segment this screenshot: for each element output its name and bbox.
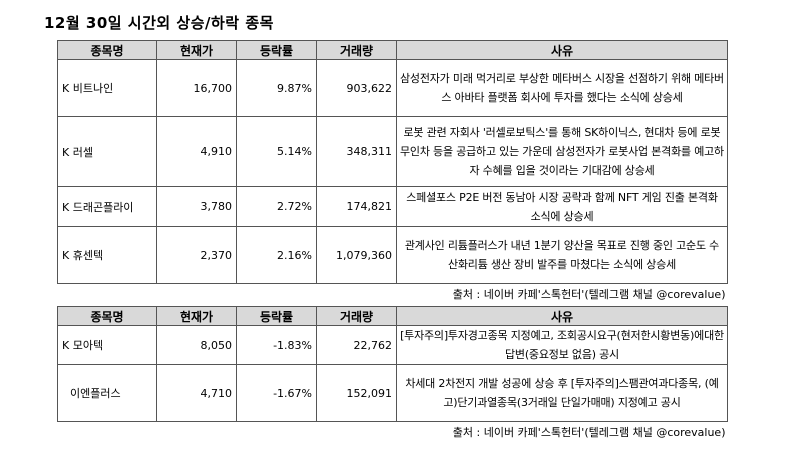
stock-reason: 삼성전자가 미래 먹거리로 부상한 메타버스 시장을 선점하기 위해 메타버스 … bbox=[396, 59, 728, 117]
stock-name: K 모아텍 bbox=[57, 325, 157, 365]
stock-reason: [투자주의]투자경고종목 지정예고, 조회공시요구(현저한시황변동)에대한답변(… bbox=[396, 325, 728, 365]
header-price: 현재가 bbox=[156, 40, 237, 60]
stock-name: K 휴센텍 bbox=[57, 226, 157, 284]
stock-volume: 22,762 bbox=[316, 325, 397, 365]
stock-price: 4,710 bbox=[156, 364, 237, 422]
header-row: 종목명 현재가 등락률 거래량 사유 bbox=[57, 40, 728, 60]
stock-reason: 차세대 2차전지 개발 성공에 상승 후 [투자주의]스팸관여과다종목, (예고… bbox=[396, 364, 728, 422]
source-row: 출처 : 네이버 카페'스톡헌터'(텔레그램 채널 @corevalue) bbox=[58, 422, 728, 442]
stock-name: 이엔플러스 bbox=[57, 364, 157, 422]
stock-reason: 관계사인 리튬플러스가 내년 1분기 양산을 목표로 진행 중인 고순도 수산화… bbox=[396, 226, 728, 284]
stock-price: 16,700 bbox=[156, 59, 237, 117]
header-row: 종목명 현재가 등락률 거래량 사유 bbox=[57, 306, 728, 326]
stock-price: 3,780 bbox=[156, 186, 237, 227]
stock-price: 8,050 bbox=[156, 325, 237, 365]
stock-name: K 드래곤플라이 bbox=[57, 186, 157, 227]
header-name: 종목명 bbox=[57, 40, 157, 60]
header-name: 종목명 bbox=[57, 306, 157, 326]
stock-rate: 2.16% bbox=[236, 226, 317, 284]
source-note: 출처 : 네이버 카페'스톡헌터'(텔레그램 채널 @corevalue) bbox=[452, 425, 726, 439]
header-volume: 거래량 bbox=[316, 40, 397, 60]
table-row: K 드래곤플라이 3,780 2.72% 174,821 스페셜포스 P2E 버… bbox=[57, 186, 728, 227]
page-title: 12월 30일 시간외 상승/하락 종목 bbox=[44, 14, 274, 32]
source-note: 출처 : 네이버 카페'스톡헌터'(텔레그램 채널 @corevalue) bbox=[452, 287, 726, 301]
stock-rate: 5.14% bbox=[236, 116, 317, 187]
stock-volume: 174,821 bbox=[316, 186, 397, 227]
header-volume: 거래량 bbox=[316, 306, 397, 326]
stock-reason: 로봇 관련 자회사 '러셀로보틱스'를 통해 SK하이닉스, 현대차 등에 로봇… bbox=[396, 116, 728, 187]
table-row: K 휴센텍 2,370 2.16% 1,079,360 관계사인 리튬플러스가 … bbox=[57, 226, 728, 284]
table-row: 이엔플러스 4,710 -1.67% 152,091 차세대 2차전지 개발 성… bbox=[57, 364, 728, 422]
stock-name: K 비트나인 bbox=[57, 59, 157, 117]
stock-rate: -1.67% bbox=[236, 364, 317, 422]
table-row: K 모아텍 8,050 -1.83% 22,762 [투자주의]투자경고종목 지… bbox=[57, 325, 728, 365]
stock-volume: 152,091 bbox=[316, 364, 397, 422]
header-reason: 사유 bbox=[396, 40, 728, 60]
header-rate: 등락률 bbox=[236, 40, 317, 60]
stock-price: 4,910 bbox=[156, 116, 237, 187]
stock-reason: 스페셜포스 P2E 버전 동남아 시장 공략과 함께 NFT 게임 진출 본격화… bbox=[396, 186, 728, 227]
rise-table: 종목명 현재가 등락률 거래량 사유 K 비트나인 16,700 9.87% 9… bbox=[57, 40, 728, 303]
stock-rate: 9.87% bbox=[236, 59, 317, 117]
stock-volume: 903,622 bbox=[316, 59, 397, 117]
stock-volume: 1,079,360 bbox=[316, 226, 397, 284]
stock-name: K 러셀 bbox=[57, 116, 157, 187]
fall-table: 종목명 현재가 등락률 거래량 사유 K 모아텍 8,050 -1.83% 22… bbox=[57, 306, 728, 441]
table-row: K 비트나인 16,700 9.87% 903,622 삼성전자가 미래 먹거리… bbox=[57, 59, 728, 117]
stock-price: 2,370 bbox=[156, 226, 237, 284]
header-price: 현재가 bbox=[156, 306, 237, 326]
stock-rate: 2.72% bbox=[236, 186, 317, 227]
table-row: K 러셀 4,910 5.14% 348,311 로봇 관련 자회사 '러셀로보… bbox=[57, 116, 728, 187]
stock-rate: -1.83% bbox=[236, 325, 317, 365]
header-rate: 등락률 bbox=[236, 306, 317, 326]
source-row: 출처 : 네이버 카페'스톡헌터'(텔레그램 채널 @corevalue) bbox=[58, 284, 728, 304]
header-reason: 사유 bbox=[396, 306, 728, 326]
stock-volume: 348,311 bbox=[316, 116, 397, 187]
